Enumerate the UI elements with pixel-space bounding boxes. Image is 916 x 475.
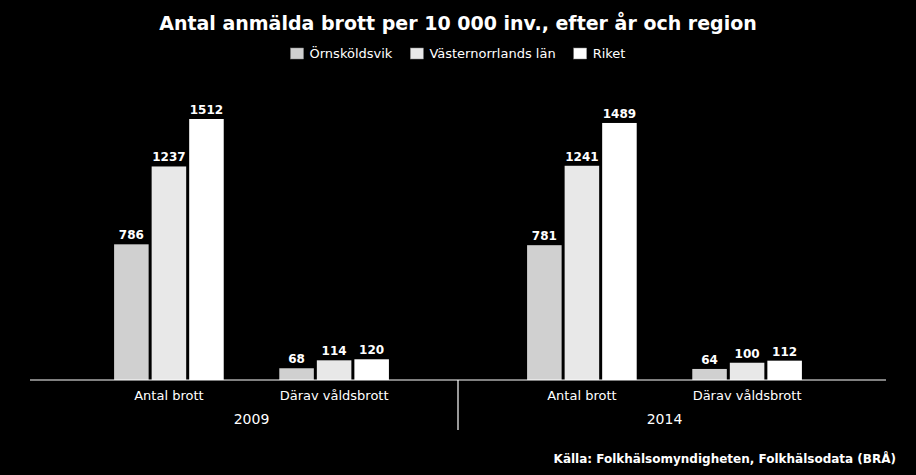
legend-label: Västernorrlands län: [429, 46, 555, 61]
data-label: 68: [288, 352, 305, 366]
bar: [152, 166, 187, 380]
bar: [730, 363, 765, 380]
legend-swatch: [291, 48, 304, 59]
bar: [527, 245, 562, 380]
data-label: 1241: [565, 150, 598, 164]
divider: [457, 380, 458, 430]
background: [0, 0, 916, 475]
data-label: 1489: [603, 107, 636, 121]
data-labels: 786 68 781 64 1237 114 1241 100 1512 120 1489 112: [119, 103, 797, 367]
legend-swatch: [574, 48, 587, 59]
bars: [114, 119, 802, 380]
bar: [189, 119, 224, 380]
source: Källa: Folkhälsomyndigheten, Folkhälsoda…: [554, 451, 896, 466]
data-label: 100: [735, 347, 760, 361]
bar: [114, 244, 149, 380]
data-label: 120: [359, 343, 384, 357]
data-label: 1237: [152, 150, 185, 164]
data-label: 1512: [190, 103, 223, 117]
bar: [354, 359, 389, 380]
legend-item: Örnsköldsvik: [291, 45, 393, 61]
bar: [692, 369, 727, 380]
data-label: 114: [322, 344, 347, 358]
legend-label: Riket: [593, 46, 626, 61]
title: Antal anmälda brott per 10 000 inv., eft…: [159, 11, 757, 34]
legend-swatch: [410, 48, 423, 59]
bar: [565, 166, 600, 380]
x-tick-label: Antal brott: [547, 388, 616, 403]
data-label: 112: [772, 345, 797, 359]
year-label: 2009: [234, 411, 270, 427]
x-tick-label: Antal brott: [134, 388, 203, 403]
year-label: 2014: [647, 411, 683, 427]
bar: [767, 361, 802, 380]
bar: [317, 360, 352, 380]
data-label: 781: [532, 229, 557, 243]
chart: Antal anmälda brott per 10 000 inv., eft…: [0, 0, 916, 475]
x-tick-label: Därav våldsbrott: [693, 388, 802, 403]
legend-label: Örnsköldsvik: [310, 45, 393, 61]
legend-item: Riket: [574, 46, 626, 61]
data-label: 64: [701, 353, 718, 367]
bar: [279, 368, 314, 380]
legend-item: Västernorrlands län: [410, 46, 555, 61]
x-tick-label: Därav våldsbrott: [280, 388, 389, 403]
legend: Örnsköldsvik Västernorrlands län Riket: [291, 45, 626, 61]
bar: [602, 123, 637, 380]
data-label: 786: [119, 228, 144, 242]
